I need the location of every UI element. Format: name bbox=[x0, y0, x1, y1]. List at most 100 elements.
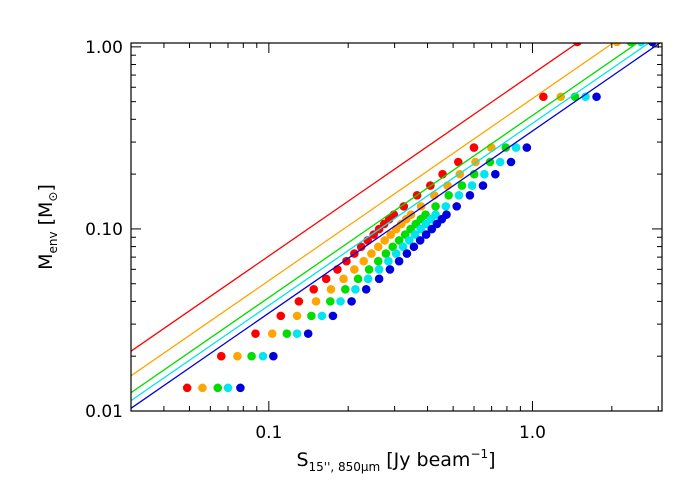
series-4-point bbox=[404, 236, 414, 245]
series-4-point bbox=[495, 157, 505, 167]
series-1-point bbox=[321, 274, 331, 284]
series-4-point bbox=[336, 297, 345, 306]
series-1-point bbox=[539, 92, 548, 102]
series-5-point bbox=[394, 256, 404, 266]
series-4-point bbox=[351, 285, 360, 294]
series-4-point bbox=[398, 242, 408, 252]
series-2-point bbox=[292, 311, 302, 321]
series-4-point bbox=[581, 92, 590, 102]
series-3-fit-line bbox=[131, 43, 639, 394]
series-2-point bbox=[416, 202, 426, 211]
series-4-point bbox=[258, 351, 268, 361]
series-5-point bbox=[402, 249, 412, 258]
series-5-fit-line bbox=[131, 43, 662, 410]
series-2-point bbox=[339, 274, 348, 284]
series-4-fit-line bbox=[131, 43, 650, 402]
x-axis-label: S15'', 850μm [Jy beam−1] bbox=[296, 447, 495, 474]
series-3-point bbox=[353, 274, 363, 284]
x-axis-label-unit: [Jy beam bbox=[386, 449, 470, 471]
series-1-point bbox=[251, 329, 260, 338]
series-5-point bbox=[415, 236, 425, 245]
series-1-point bbox=[342, 256, 351, 266]
series-1-point bbox=[356, 242, 366, 252]
series-1-point bbox=[182, 383, 192, 393]
series-3-point bbox=[213, 383, 223, 393]
series-4-point bbox=[441, 202, 451, 211]
series-3-point bbox=[341, 285, 350, 294]
series-5-point bbox=[442, 210, 451, 219]
series-3-point bbox=[388, 242, 397, 252]
series-2-point bbox=[373, 242, 383, 252]
series-5-point bbox=[269, 351, 278, 361]
series-3-point bbox=[325, 297, 335, 306]
y-axis-label-main: M bbox=[35, 253, 57, 269]
series-1-point bbox=[453, 157, 463, 167]
series-5-point bbox=[522, 143, 532, 152]
series-5-point bbox=[491, 169, 500, 179]
plot-frame bbox=[130, 42, 663, 412]
series-3-point bbox=[444, 191, 453, 200]
series-5-point bbox=[328, 311, 338, 321]
series-5-point bbox=[374, 274, 384, 284]
series-2-point bbox=[267, 329, 277, 338]
series-5 bbox=[131, 43, 662, 410]
series-2 bbox=[131, 43, 622, 393]
series-3-point bbox=[364, 265, 374, 274]
series-1-point bbox=[216, 351, 226, 361]
x-axis-label-unit-superscript: −1 bbox=[470, 447, 488, 461]
series-2-point bbox=[233, 351, 242, 361]
series-3-point bbox=[247, 351, 256, 361]
series-4-point bbox=[636, 43, 646, 47]
series-5-point bbox=[452, 202, 462, 211]
series-3 bbox=[131, 43, 639, 394]
y-axis-label-unit-close: ] bbox=[35, 184, 57, 191]
series-3-point bbox=[307, 311, 316, 321]
y-axis-label-unit-subscript: ⊙ bbox=[46, 192, 60, 202]
series-3-point bbox=[394, 236, 404, 245]
series-2-point bbox=[198, 383, 207, 393]
series-3-point bbox=[373, 256, 383, 266]
tick-labels-layer: 0.1 1.0 0.01 0.10 1.00 bbox=[85, 38, 546, 443]
series-3-point bbox=[570, 92, 580, 102]
y-axis-label: Menv [M⊙] bbox=[35, 184, 60, 270]
series-5-point bbox=[361, 285, 371, 294]
series-2-point bbox=[386, 230, 396, 239]
series-2-point bbox=[311, 297, 321, 306]
x-tick-label: 1.0 bbox=[519, 423, 546, 443]
x-axis-label-subscript: 15'', 850μm bbox=[309, 460, 381, 474]
series-4-point bbox=[416, 224, 426, 234]
series-2-point bbox=[367, 249, 376, 258]
series-4 bbox=[131, 43, 650, 402]
series-1-point bbox=[309, 285, 319, 294]
series-5-point bbox=[303, 329, 313, 338]
series-2-fit-line bbox=[131, 43, 615, 377]
series-4-point bbox=[317, 311, 327, 321]
series-1-point bbox=[369, 230, 379, 239]
series-3-point bbox=[431, 202, 440, 211]
y-axis-label-subscript: env bbox=[46, 231, 60, 253]
series-4-point bbox=[391, 249, 401, 258]
series-5-point bbox=[421, 230, 431, 239]
y-tick-label: 1.00 bbox=[85, 38, 123, 58]
y-tick-label: 0.01 bbox=[85, 402, 123, 422]
series-5-point bbox=[385, 265, 395, 274]
series-4-point bbox=[374, 265, 384, 274]
series-5-point bbox=[347, 297, 356, 306]
y-axis-label-unit: [M bbox=[35, 202, 57, 226]
series-3-point bbox=[381, 249, 391, 258]
series-4-point bbox=[454, 191, 464, 200]
series-5-point bbox=[409, 242, 419, 252]
ticks-layer bbox=[130, 43, 662, 412]
series-2-point bbox=[359, 256, 369, 266]
series-3-point bbox=[485, 157, 495, 167]
series-2-point bbox=[350, 265, 359, 274]
series-3-point bbox=[501, 143, 511, 152]
series-1-point bbox=[276, 311, 286, 321]
series-4-point bbox=[511, 143, 521, 152]
series-1-point bbox=[469, 143, 479, 152]
series-4-point bbox=[467, 181, 477, 190]
series-4-point bbox=[363, 274, 373, 284]
series-4-point bbox=[384, 256, 393, 266]
series-5-point bbox=[506, 157, 516, 167]
